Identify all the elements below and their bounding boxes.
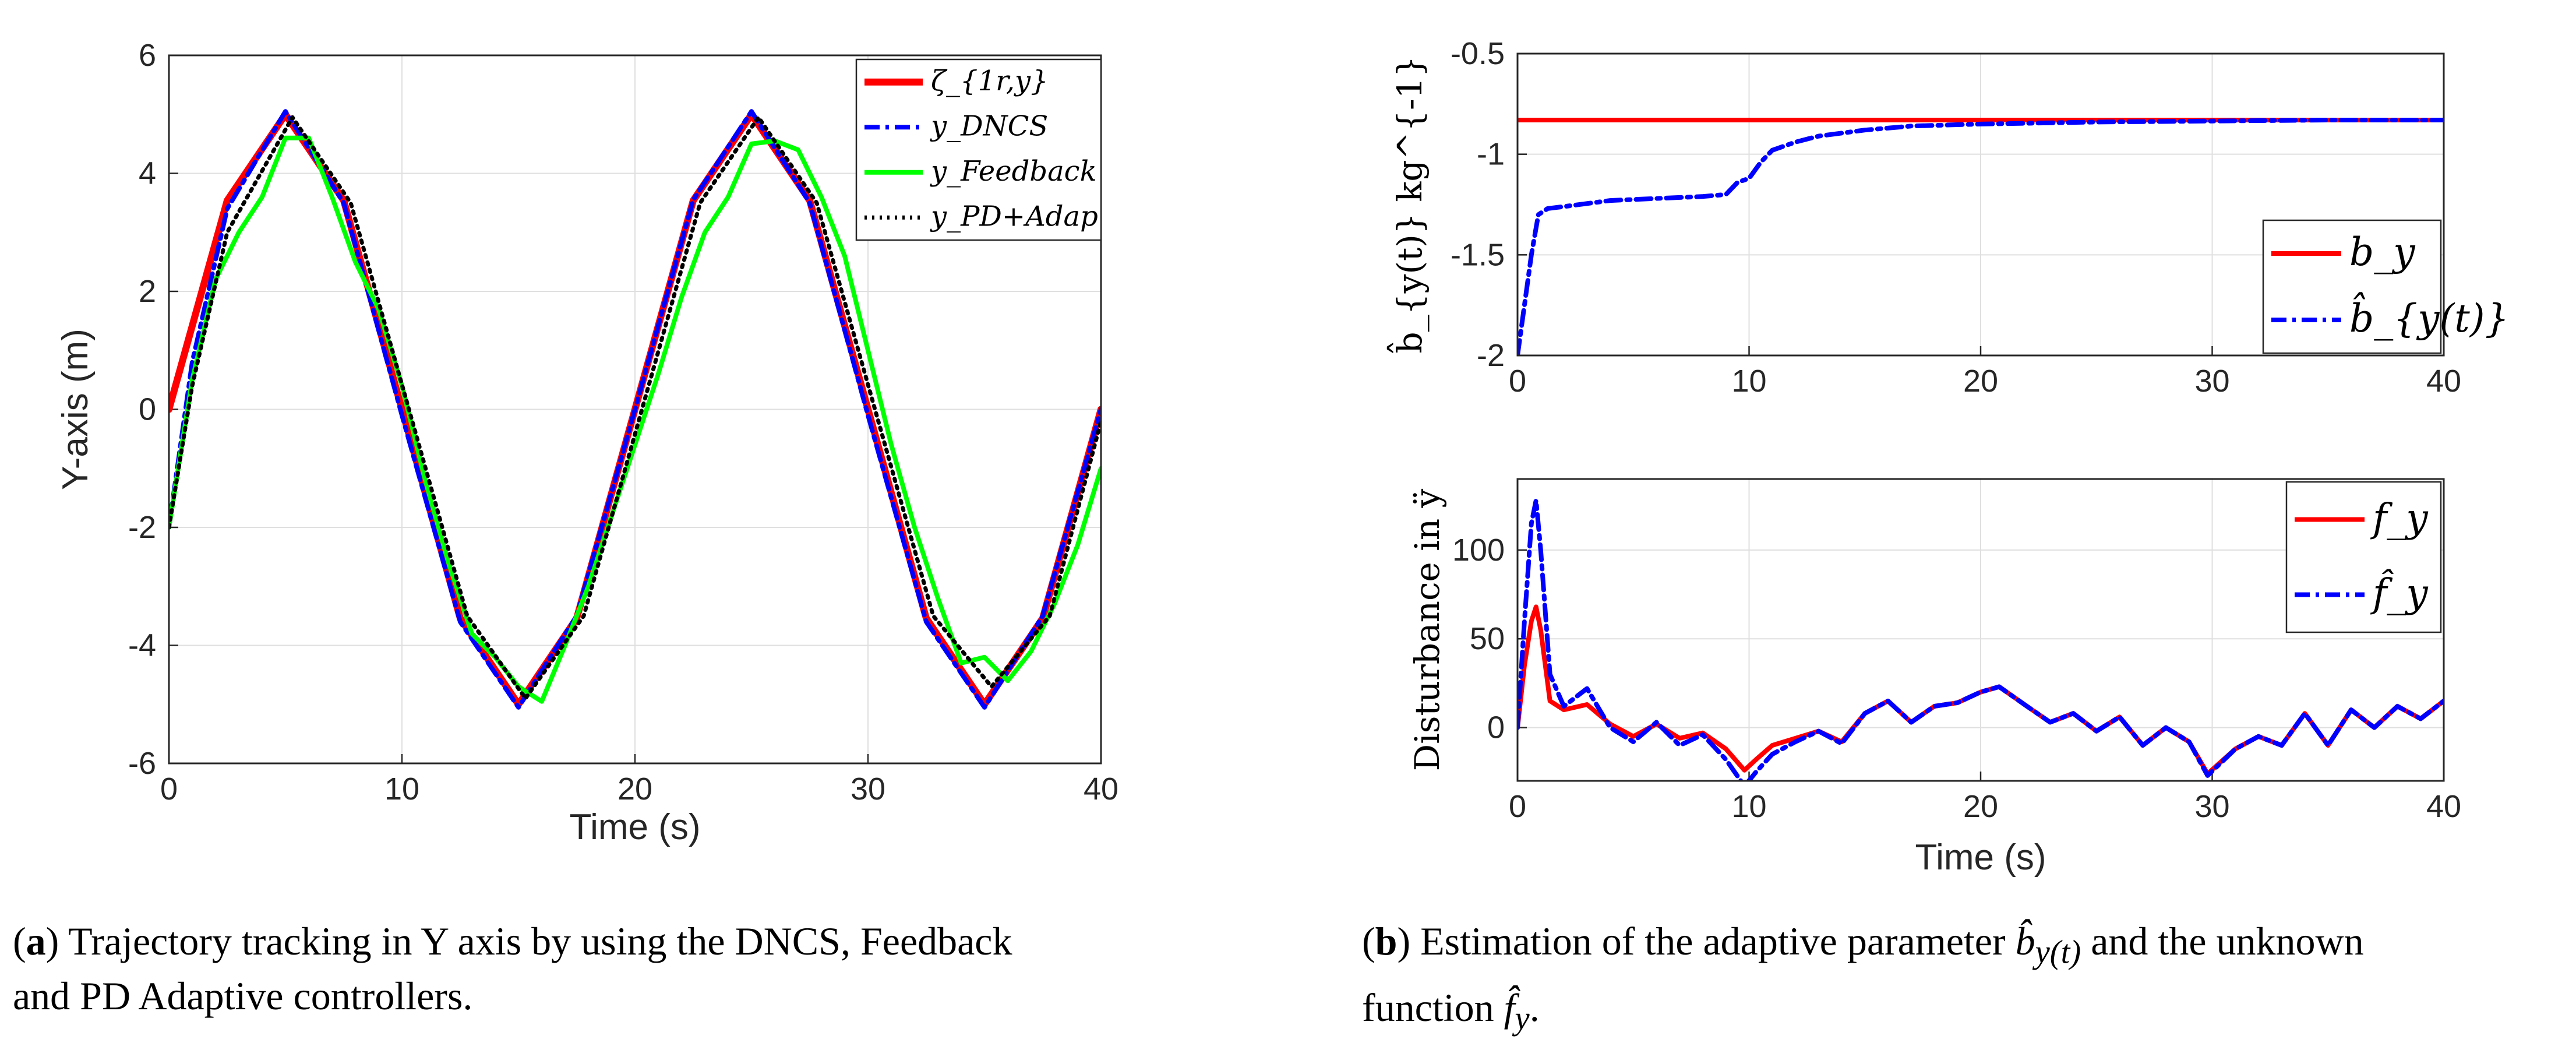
caption-a-text: ) Trajectory tracking in Y axis by using… (45, 919, 1012, 963)
x-tick-label: 10 (1731, 789, 1766, 824)
legend-box (855, 58, 1102, 241)
legend: b_y b̂_{y(t)} (2262, 219, 2510, 354)
y-tick-label: -2 (1477, 338, 1505, 373)
x-tick-label: 30 (2194, 789, 2229, 824)
axes-box (1516, 478, 2445, 782)
caption-b-text-mid: and the unknown (2081, 919, 2364, 963)
y-tick-label: 2 (139, 274, 156, 309)
legend-box (2262, 219, 2442, 354)
chart-a: 0 10 20 30 40 -6 -4 -2 0 2 4 6 Time (s) Y-axis (m) ζ_{… (55, 38, 1118, 847)
legend: f_y f̂_y (2285, 481, 2442, 633)
legend-box (2285, 481, 2442, 633)
series-line-2 (169, 135, 1101, 704)
y-tick-label: -6 (128, 746, 156, 781)
y-tick-label: 0 (1487, 710, 1505, 745)
caption-b-text2: function (1362, 985, 1504, 1030)
y-tick-label: -2 (128, 510, 156, 545)
legend: ζ_{1r,y} y_DNCS y_Feedback y_PD+Adap (855, 58, 1102, 241)
legend-label-2: y_Feedback (930, 155, 1097, 188)
series-group (1518, 498, 2444, 781)
x-tick-label: 0 (160, 772, 178, 806)
caption-b-text2-post: . (1529, 985, 1540, 1030)
caption-b: (b) Estimation of the adaptive parameter… (1362, 919, 2364, 1037)
x-tick-label: 20 (1963, 789, 1998, 824)
x-tick-label: 10 (1731, 364, 1766, 399)
y-tick-label: 6 (139, 38, 156, 73)
y-tick-label: -0.5 (1451, 36, 1505, 71)
series-group (1518, 118, 2444, 355)
caption-a-label: a (26, 919, 46, 963)
chart-b-bottom: 0 10 20 30 40 0 50 100 Time (s) Disturbance in ÿ f… (1407, 478, 2461, 878)
caption-b-symbol-b: b̂ (2015, 919, 2035, 963)
legend-label-0: ζ_{1r,y} (931, 65, 1049, 97)
y-tick-label: -4 (128, 628, 156, 663)
series-line-3 (169, 115, 1101, 701)
y-axis-label: Disturbance in ÿ (1407, 488, 1447, 771)
axes-box (168, 54, 1102, 765)
legend-label-1: f̂_y (2370, 569, 2428, 615)
series-line-1 (1518, 118, 2444, 355)
caption-b-label: b (1375, 919, 1398, 963)
series-line-1 (169, 109, 1101, 710)
x-tick-label: 30 (2194, 364, 2229, 399)
x-tick-label: 20 (1963, 364, 1998, 399)
y-tick-label: -1.5 (1451, 237, 1505, 272)
legend-label-0: f_y (2370, 495, 2428, 540)
x-axis-label: Time (s) (1915, 837, 2046, 878)
x-tick-label: 40 (2426, 364, 2461, 399)
legend-label-1: y_DNCS (930, 110, 1048, 143)
legend-label-3: y_PD+Adap (930, 200, 1098, 233)
y-axis-label: b̂_{y(t)} kg^{-1} (1386, 56, 1430, 354)
y-tick-label: 100 (1452, 533, 1505, 568)
series-group (169, 109, 1101, 710)
legend-label-1: b̂_{y(t)} (2349, 293, 2510, 340)
legend-label-0: b_y (2349, 230, 2415, 274)
caption-a: (a) Trajectory tracking in Y axis by usi… (13, 919, 1012, 1018)
y-tick-label: 50 (1470, 621, 1505, 656)
axes-box (1516, 52, 2445, 357)
caption-b-symbol-f-sub: y (1515, 1001, 1530, 1037)
x-tick-label: 10 (384, 772, 419, 806)
x-tick-label: 0 (1509, 789, 1526, 824)
chart-b-top: 0 10 20 30 40 -0.5 -1 -1.5 -2 b̂_{y(t)} kg^{-1} b_… (1386, 36, 2509, 399)
y-axis-label: Y-axis (m) (55, 329, 96, 490)
series-line-1 (1518, 498, 2444, 781)
y-tick-label: 0 (139, 392, 156, 427)
caption-b-symbol-b-sub: y(t) (2035, 934, 2081, 971)
x-tick-label: 20 (617, 772, 652, 806)
caption-b-text: ) Estimation of the adaptive parameter (1397, 919, 2016, 963)
x-tick-label: 40 (2426, 789, 2461, 824)
caption-a-text2: and PD Adaptive controllers. (13, 974, 473, 1018)
y-tick-label: -1 (1477, 137, 1505, 172)
x-tick-label: 0 (1509, 364, 1526, 399)
x-tick-label: 40 (1084, 772, 1118, 806)
y-tick-label: 4 (139, 156, 156, 191)
x-axis-label: Time (s) (570, 807, 701, 847)
caption-b-symbol-f: f̂ (1504, 985, 1515, 1030)
x-tick-label: 30 (851, 772, 885, 806)
